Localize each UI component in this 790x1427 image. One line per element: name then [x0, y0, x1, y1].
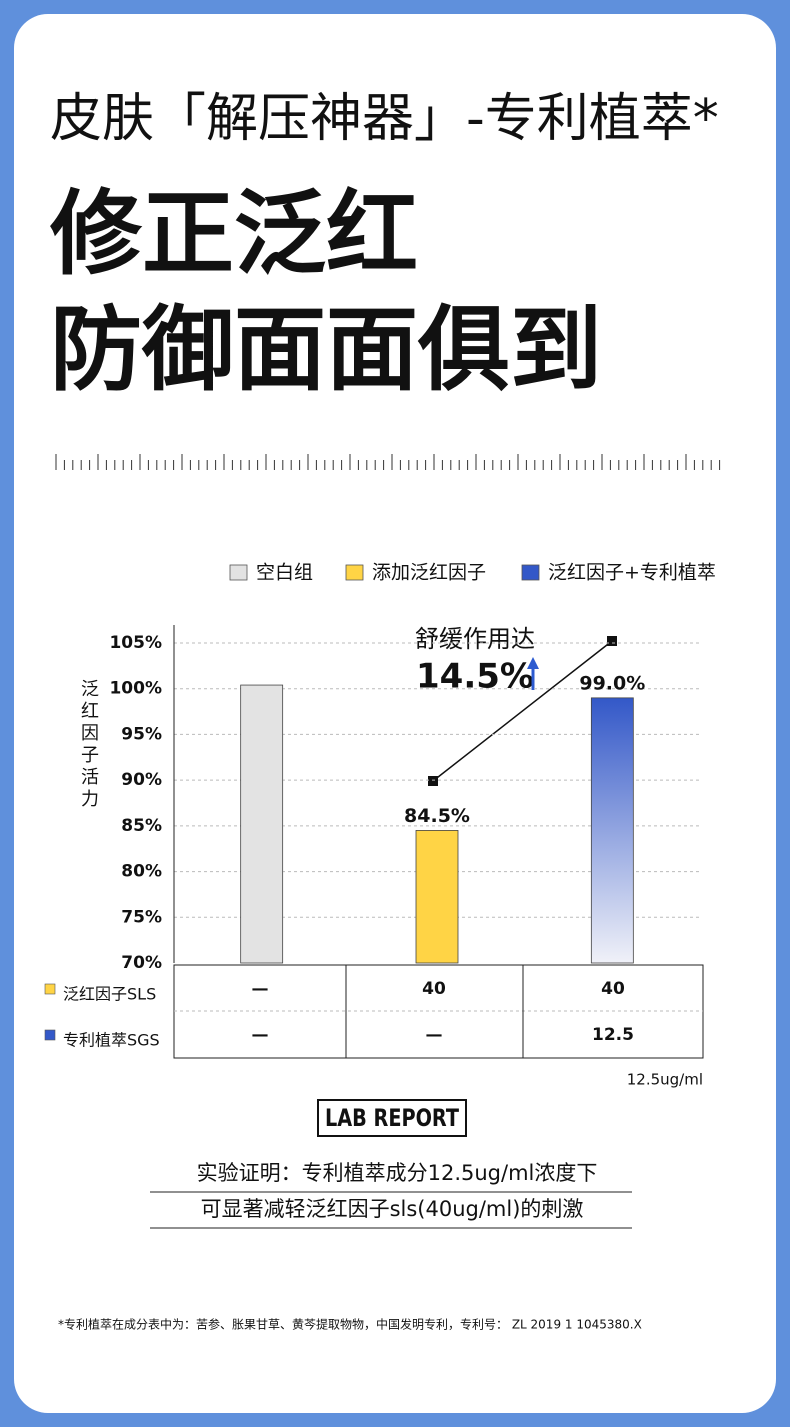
bar [415, 830, 459, 964]
bar [240, 684, 284, 964]
bar [590, 697, 634, 964]
annotation-value: 14.5% [416, 657, 534, 697]
y-tick-label: 80% [121, 862, 162, 882]
y-axis-label: 泛红因子活力 [81, 679, 99, 810]
legend-label: 添加泛红因子 [372, 562, 486, 584]
headline: 修正泛红 [50, 180, 418, 287]
row-swatch [44, 983, 56, 995]
legend-swatch [345, 564, 364, 581]
legend-label: 泛红因子+专利植萃 [548, 562, 716, 584]
legend-swatch [229, 564, 248, 581]
legend-label: 空白组 [256, 562, 313, 584]
annotation-text: 舒缓作用达 [415, 625, 535, 653]
trend-point [428, 776, 438, 786]
y-tick-label: 95% [121, 724, 162, 744]
card [14, 14, 776, 1413]
unit: 12.5ug/ml [627, 1071, 703, 1089]
badge-frame [317, 1099, 467, 1137]
row-label: 泛红因子SLS [63, 985, 156, 1004]
data-label: 99.0% [579, 672, 645, 694]
badge: LAB REPORT [325, 1104, 460, 1132]
y-tick-label: 105% [109, 633, 162, 653]
table-cell: — [252, 1025, 269, 1045]
row-swatch [44, 1029, 56, 1041]
table-cell: — [426, 1025, 443, 1045]
ruler [55, 454, 721, 470]
table-cell: 40 [422, 979, 446, 999]
conclusion: 实验证明：专利植萃成分12.5ug/ml浓度下 [197, 1161, 598, 1185]
table-cell: 40 [601, 979, 625, 999]
y-tick-label: 90% [121, 770, 162, 790]
arrow-head [527, 657, 539, 669]
y-tick-label: 85% [121, 816, 162, 836]
data-label: 84.5% [404, 805, 470, 827]
footnote: *专利植萃在成分表中为：苦参、胀果甘草、黄芩提取物物，中国发明专利，专利号： Z… [58, 1317, 642, 1332]
y-tick-label: 75% [121, 907, 162, 927]
table-cell: — [252, 979, 269, 999]
y-tick-label: 100% [109, 679, 162, 699]
conclusion: 可显著减轻泛红因子sls(40ug/ml)的刺激 [201, 1197, 584, 1221]
trend-point [607, 636, 617, 646]
table-cell: 12.5 [592, 1025, 634, 1045]
legend-swatch [521, 564, 540, 581]
row-label: 专利植萃SGS [63, 1031, 160, 1050]
headline: 防御面面俱到 [50, 296, 602, 403]
title: 皮肤「解压神器」-专利植萃* [50, 89, 719, 149]
trend-line [432, 640, 613, 782]
y-tick-label: 70% [121, 953, 162, 973]
